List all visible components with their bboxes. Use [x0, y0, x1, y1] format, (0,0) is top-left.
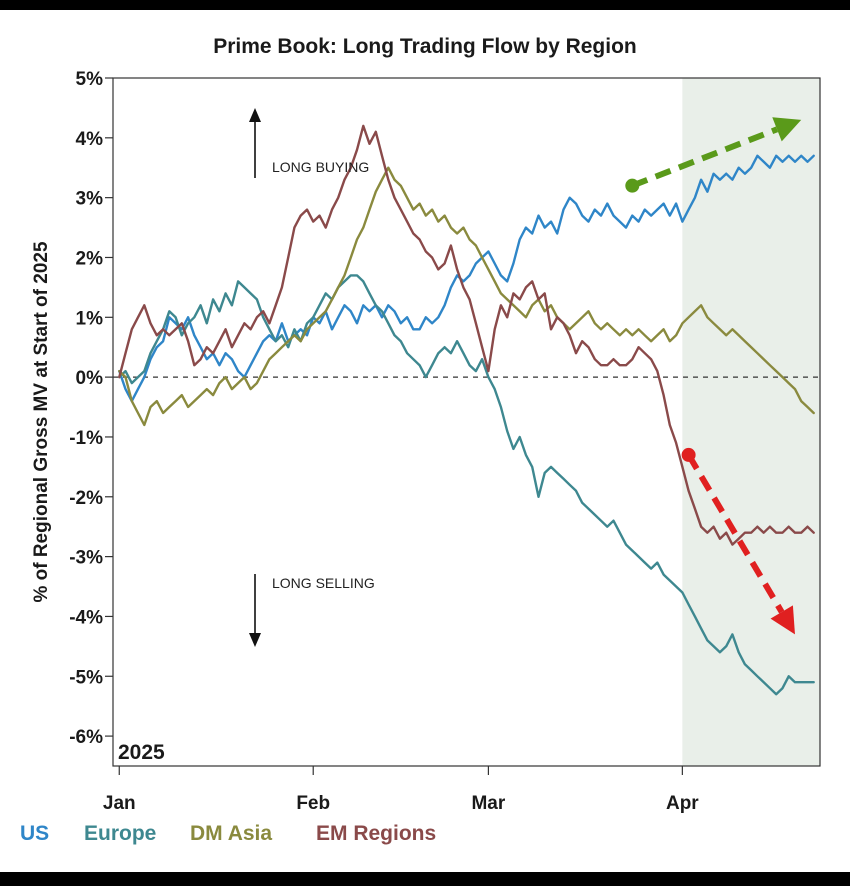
long-buying-annotation: LONG BUYING [249, 108, 369, 178]
series-line-dm-asia [118, 166, 815, 427]
y-tick-label: -5% [69, 667, 103, 688]
y-tick-label: 4% [76, 129, 104, 150]
legend-item-us: US [20, 822, 49, 845]
trend-arrows [625, 117, 802, 635]
legend-item-dm-asia: DM Asia [190, 822, 272, 845]
long-buying-label: LONG BUYING [272, 159, 369, 175]
series-line-em-regions [118, 124, 815, 546]
y-tick-label: 5% [76, 69, 104, 90]
x-tick-label: Apr [666, 793, 699, 814]
y-tick-label: 3% [76, 189, 104, 210]
up-arrowhead-icon [249, 108, 261, 122]
legend-item-em-regions: EM Regions [316, 822, 436, 845]
y-tick-label: 1% [76, 308, 104, 329]
green-trend-arrow-start-dot [625, 178, 640, 193]
y-tick-label: -4% [69, 607, 103, 628]
chart: Prime Book: Long Trading Flow by Region … [20, 35, 821, 845]
x-tick-label: Jan [103, 793, 136, 814]
plot-border [112, 77, 821, 767]
legend-item-europe: Europe [84, 822, 156, 845]
y-tick-label: 2% [76, 248, 104, 269]
chart-title: Prime Book: Long Trading Flow by Region [213, 35, 637, 58]
y-tick-label: 0% [76, 368, 104, 389]
green-trend-arrow [631, 126, 779, 189]
long-selling-label: LONG SELLING [272, 575, 375, 591]
series-line-us [118, 154, 815, 403]
series-lines [118, 124, 815, 696]
y-tick-label: -2% [69, 488, 103, 509]
red-trend-arrow-start-dot [681, 447, 696, 462]
red-trend-arrow [686, 453, 785, 614]
y-axis-title: % of Regional Gross MV at Start of 2025 [31, 241, 52, 603]
y-axis-ticks: 5% 4% 3% 2% 1% 0% -1% -2% -3% -4% -5% -6% [69, 69, 113, 748]
y-tick-label: -6% [69, 727, 103, 748]
x-tick-label: Feb [296, 793, 330, 814]
y-tick-label: -3% [69, 548, 103, 569]
chart-frame: Prime Book: Long Trading Flow by Region … [0, 10, 850, 872]
series-line-europe [118, 274, 815, 696]
year-label: 2025 [118, 741, 165, 764]
down-arrowhead-icon [249, 633, 261, 647]
x-tick-label: Mar [471, 793, 505, 814]
long-selling-annotation: LONG SELLING [249, 574, 375, 647]
x-axis-ticks: Jan Feb Mar Apr [103, 766, 699, 814]
legend: US Europe DM Asia EM Regions [20, 822, 436, 845]
april-highlight-region [682, 78, 820, 766]
red-trend-arrow-head-icon [770, 605, 795, 635]
green-trend-arrow-head-icon [772, 117, 802, 142]
y-tick-label: -1% [69, 428, 103, 449]
